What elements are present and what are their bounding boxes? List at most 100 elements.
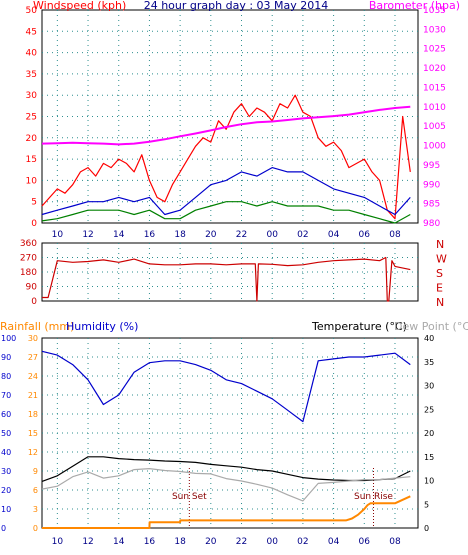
rain-tick-label: 0 — [33, 524, 38, 533]
temperature-tick-label: 40 — [424, 334, 434, 343]
x-tick-label: 18 — [174, 230, 186, 240]
rain-tick-label: 27 — [28, 353, 38, 362]
wind-tick-label: 20 — [26, 134, 38, 144]
barometer-series — [41, 105, 411, 146]
compass-label: N — [436, 296, 444, 309]
rain-tick-label: 12 — [28, 448, 38, 457]
compass-label: E — [436, 282, 443, 295]
direction-tick-label: 180 — [20, 268, 37, 278]
x-tick-label: 04 — [328, 537, 340, 547]
wind-tick-label: 45 — [26, 27, 37, 37]
x-tick-label: 02 — [297, 230, 308, 240]
humidity-tick-label: 80 — [1, 372, 11, 381]
direction-tick-label: 0 — [31, 297, 37, 307]
barometer-tick-label: 1030 — [423, 25, 446, 35]
humidity-tick-label: 100 — [1, 334, 16, 343]
x-tick-label: 00 — [266, 537, 278, 547]
direction-plot-area — [41, 242, 419, 302]
temperature-tick-label: 20 — [424, 429, 434, 438]
humidity-tick-label: 20 — [1, 486, 11, 495]
x-tick-label: 02 — [297, 537, 308, 547]
x-tick-label: 04 — [328, 230, 340, 240]
barometer-tick-label: 995 — [423, 161, 440, 171]
temperature-plot-area — [41, 337, 419, 529]
direction-tick-label: 270 — [20, 254, 37, 264]
x-tick-label: 20 — [205, 537, 217, 547]
wind-barometer-panel: 0510152025303540455098098599099510001005… — [26, 0, 460, 240]
rain-tick-label: 18 — [28, 410, 38, 419]
dewpoint-axis-label: Dew Point (°C) — [394, 320, 468, 333]
temperature-tick-label: 10 — [424, 477, 434, 486]
barometer-tick-label: 980 — [423, 219, 440, 229]
rain-tick-label: 24 — [28, 372, 38, 381]
wind-axis-label: Windspeed (kph) — [33, 0, 126, 12]
chart-title: 24 hour graph day : 03 May 2014 — [144, 0, 329, 12]
x-tick-label: 14 — [113, 537, 125, 547]
compass-label: W — [436, 253, 447, 266]
barometer-axis-label: Barometer (hpa) — [369, 0, 460, 12]
x-tick-label: 14 — [113, 230, 125, 240]
humidity-tick-label: 40 — [1, 448, 11, 457]
rain-humidity-temp-panel: 0102030405060708090100036912151821242730… — [0, 320, 468, 547]
compass-label: N — [436, 238, 444, 251]
humidity-tick-label: 30 — [1, 467, 11, 476]
rainfall-axis-label: Rainfall (mm) — [0, 320, 74, 333]
x-tick-label: 20 — [205, 230, 217, 240]
barometer-tick-label: 985 — [423, 200, 440, 210]
x-tick-label: 08 — [389, 230, 401, 240]
x-tick-label: 12 — [82, 230, 93, 240]
temperature-tick-label: 5 — [424, 500, 429, 509]
gust-series — [41, 94, 411, 220]
x-tick-label: 10 — [52, 537, 64, 547]
wind-tick-label: 5 — [31, 198, 37, 208]
rain-tick-label: 6 — [33, 486, 38, 495]
x-tick-label: 22 — [236, 230, 247, 240]
wind-tick-label: 25 — [26, 113, 37, 123]
humidity-tick-label: 70 — [1, 391, 11, 400]
wind-series — [41, 201, 411, 224]
humidity-tick-label: 10 — [1, 505, 11, 514]
compass-label: S — [436, 267, 443, 280]
wind-plot-area — [41, 9, 419, 224]
x-tick-label: 06 — [359, 537, 371, 547]
barometer-tick-label: 990 — [423, 180, 440, 190]
temperature-tick-label: 0 — [424, 524, 429, 533]
wind-tick-label: 40 — [26, 49, 38, 59]
x-tick-label: 12 — [82, 537, 93, 547]
x-tick-label: 18 — [174, 537, 186, 547]
barometer-tick-label: 1010 — [423, 103, 446, 113]
x-tick-label: 10 — [52, 230, 64, 240]
barometer-tick-label: 1015 — [423, 83, 446, 93]
dewpoint-series — [41, 468, 411, 502]
sunset-label: Sun Set — [172, 492, 207, 502]
barometer-tick-label: 1020 — [423, 64, 446, 74]
direction-series — [42, 256, 411, 302]
humidity-tick-label: 90 — [1, 353, 11, 362]
temperature-tick-label: 25 — [424, 405, 434, 414]
wind-tick-label: 10 — [26, 176, 38, 186]
humidity-tick-label: 50 — [1, 429, 11, 438]
rainfall-series — [42, 495, 411, 529]
humidity-tick-label: 60 — [1, 410, 11, 419]
wind-tick-label: 0 — [31, 219, 37, 229]
x-tick-label: 00 — [266, 230, 278, 240]
humidity-axis-label: Humidity (%) — [66, 320, 138, 333]
rain-tick-label: 30 — [28, 334, 38, 343]
barometer-tick-label: 1005 — [423, 122, 446, 132]
rain-tick-label: 15 — [28, 429, 38, 438]
direction-tick-label: 360 — [20, 239, 37, 249]
temperature-tick-label: 35 — [424, 358, 434, 367]
x-tick-label: 16 — [144, 537, 156, 547]
x-tick-label: 06 — [359, 230, 371, 240]
sunrise-label: Sun Rise — [354, 492, 393, 502]
temperature-tick-label: 15 — [424, 453, 434, 462]
rain-tick-label: 3 — [33, 505, 38, 514]
temperature-axis-label: Temperature (°C) — [311, 320, 407, 333]
humidity-tick-label: 0 — [1, 524, 6, 533]
temperature-tick-label: 30 — [424, 382, 434, 391]
direction-tick-label: 90 — [26, 283, 38, 293]
wind-tick-label: 30 — [26, 91, 38, 101]
rain-tick-label: 9 — [33, 467, 38, 476]
